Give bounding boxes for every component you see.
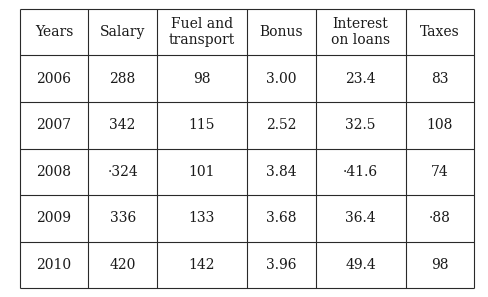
Text: 83: 83 <box>430 72 448 86</box>
Text: Interest
on loans: Interest on loans <box>330 17 389 47</box>
Text: 2006: 2006 <box>37 72 71 86</box>
Text: Fuel and
transport: Fuel and transport <box>168 17 235 47</box>
Text: 2007: 2007 <box>36 118 71 132</box>
Text: 2009: 2009 <box>37 211 71 225</box>
Text: 32.5: 32.5 <box>345 118 375 132</box>
Text: 142: 142 <box>188 258 215 272</box>
Text: Salary: Salary <box>100 25 145 39</box>
Text: 108: 108 <box>426 118 452 132</box>
Text: Taxes: Taxes <box>419 25 459 39</box>
Text: 3.00: 3.00 <box>265 72 296 86</box>
Text: Years: Years <box>35 25 73 39</box>
Text: 36.4: 36.4 <box>345 211 375 225</box>
Text: 101: 101 <box>188 165 215 179</box>
Text: 3.84: 3.84 <box>265 165 296 179</box>
Text: 420: 420 <box>109 258 136 272</box>
Text: 288: 288 <box>109 72 136 86</box>
Text: ·324: ·324 <box>107 165 138 179</box>
Text: 98: 98 <box>430 258 448 272</box>
Text: 2.52: 2.52 <box>265 118 296 132</box>
Text: 2008: 2008 <box>37 165 71 179</box>
Text: 3.96: 3.96 <box>265 258 296 272</box>
Text: 115: 115 <box>188 118 215 132</box>
Text: 342: 342 <box>109 118 136 132</box>
Text: 3.68: 3.68 <box>265 211 296 225</box>
Text: ·88: ·88 <box>428 211 450 225</box>
Text: ·41.6: ·41.6 <box>343 165 377 179</box>
Text: 49.4: 49.4 <box>345 258 375 272</box>
Text: 336: 336 <box>109 211 136 225</box>
Text: Bonus: Bonus <box>259 25 303 39</box>
Text: 98: 98 <box>193 72 210 86</box>
Text: 74: 74 <box>430 165 448 179</box>
Text: 2010: 2010 <box>36 258 71 272</box>
Text: 23.4: 23.4 <box>345 72 375 86</box>
Text: 133: 133 <box>188 211 215 225</box>
